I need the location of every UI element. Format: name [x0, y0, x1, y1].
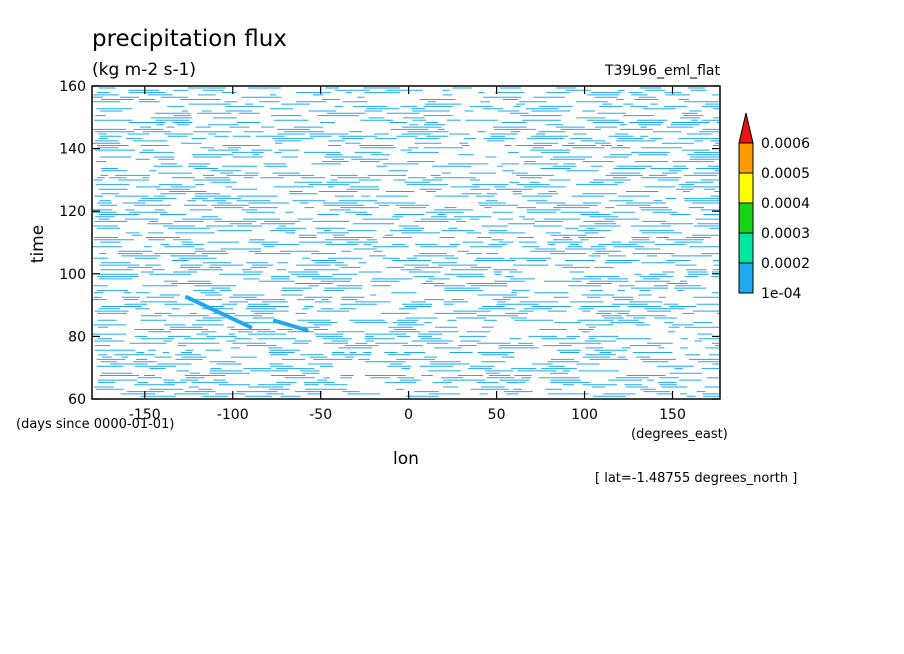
- colorbar-swatch: [738, 142, 754, 174]
- chart-title: precipitation flux: [92, 26, 287, 52]
- x-tick-label: 150: [659, 407, 686, 423]
- colorbar-swatch: [738, 202, 754, 234]
- x-tick-label: 50: [488, 407, 506, 423]
- y-tick-label: 160: [59, 79, 86, 95]
- colorbar-label: 1e-04: [761, 286, 801, 302]
- y-tick-label: 140: [59, 142, 86, 158]
- x-tick-label: -100: [217, 407, 249, 423]
- y-tick-label: 120: [59, 204, 86, 220]
- x-axis-label: lon: [393, 449, 419, 469]
- precip-feature: [184, 295, 253, 330]
- y-axis-units: (days since 0000-01-01): [16, 417, 174, 432]
- colorbar-label: 0.0006: [761, 136, 810, 152]
- precip-bands: [92, 87, 719, 397]
- x-tick-label: -50: [309, 407, 332, 423]
- experiment-label: T39L96_eml_flat: [604, 63, 721, 79]
- y-axis-label: time: [28, 225, 48, 263]
- colorbar: 1e-04 0.0002 0.0003 0.0004 0.0005 0.0006: [738, 112, 810, 302]
- y-tick-label: 100: [59, 267, 86, 283]
- colorbar-extend: [738, 112, 754, 144]
- chart-units: (kg m-2 s-1): [92, 60, 196, 80]
- y-tick-label: 80: [68, 329, 86, 345]
- x-tick-label: 100: [571, 407, 598, 423]
- x-axis-units: (degrees_east): [631, 427, 728, 442]
- x-axis: -150 -100 -50 0 50 100 150: [129, 86, 686, 423]
- precip-features: [184, 295, 309, 333]
- x-tick-label: -150: [129, 407, 161, 423]
- plot-frame: [91, 85, 721, 400]
- slice-note: [ lat=-1.48755 degrees_north ]: [595, 471, 797, 486]
- precip-feature: [272, 318, 309, 333]
- colorbar-label: 0.0004: [761, 196, 810, 212]
- colorbar-label: 0.0002: [761, 256, 810, 272]
- y-axis: 60 80 100 120 140 160: [59, 79, 720, 408]
- colorbar-swatch: [738, 172, 754, 204]
- colorbar-label: 0.0005: [761, 166, 810, 182]
- colorbar-swatch: [738, 262, 754, 294]
- x-tick-label: 0: [404, 407, 413, 423]
- plot-area: [91, 85, 721, 400]
- colorbar-label: 0.0003: [761, 226, 810, 242]
- colorbar-swatch: [738, 232, 754, 264]
- y-tick-label: 60: [68, 392, 86, 408]
